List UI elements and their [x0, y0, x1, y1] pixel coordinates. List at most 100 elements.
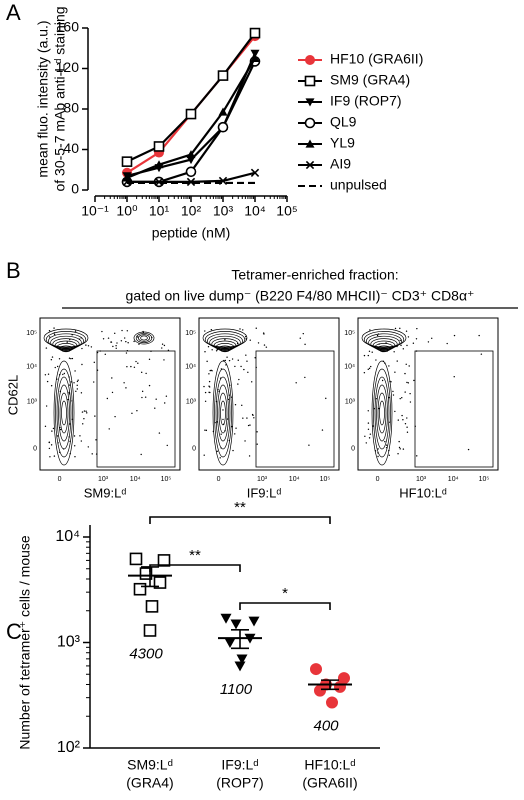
event-dot [69, 384, 71, 386]
event-dot [321, 429, 324, 431]
event-dot [467, 448, 470, 451]
event-dot [73, 382, 75, 384]
event-dot [114, 332, 116, 335]
event-dot [136, 336, 139, 338]
event-dot [161, 343, 164, 345]
event-dot [247, 424, 250, 427]
event-dot [112, 345, 114, 348]
event-dot [237, 383, 239, 385]
event-dot [125, 352, 128, 354]
event-dot [116, 342, 118, 344]
marker [250, 168, 260, 177]
event-dot [399, 397, 401, 400]
event-dot [67, 398, 69, 401]
x-tick-label: 10³ [213, 203, 234, 219]
x-tick-sublabel: (ROP7) [216, 775, 263, 791]
contour [59, 392, 69, 434]
event-dot [453, 376, 455, 378]
event-dot [87, 345, 90, 347]
event-dot [242, 417, 244, 419]
event-dot [367, 410, 369, 412]
significance-bracket [149, 564, 241, 572]
event-dot [367, 368, 369, 371]
event-dot [219, 377, 222, 379]
contour [59, 345, 73, 352]
y-tick-label: 40 [63, 140, 79, 156]
event-dot [126, 330, 129, 332]
event-dot [73, 445, 76, 447]
event-dot [219, 457, 221, 459]
event-dot [478, 334, 480, 337]
gate [255, 350, 335, 468]
event-dot [53, 333, 56, 336]
event-dot [48, 447, 51, 450]
event-dot [71, 400, 73, 402]
event-dot [44, 425, 47, 428]
event-dot [207, 346, 210, 348]
x-tick-label: 10⁻¹ [81, 203, 109, 219]
event-dot [245, 338, 247, 340]
event-dot [47, 373, 50, 375]
event-dot [242, 329, 244, 331]
event-dot [204, 330, 206, 332]
marker [314, 684, 326, 697]
y-tick-label: 10⁴ [185, 363, 196, 370]
contour [218, 392, 228, 434]
marker [186, 150, 196, 159]
legend-label: unpulsed [330, 177, 387, 193]
event-dot [69, 339, 71, 341]
contour [374, 376, 390, 450]
marker [143, 624, 157, 637]
event-dot [205, 429, 208, 432]
marker [185, 166, 197, 178]
event-dot [231, 425, 233, 428]
event-dot [373, 407, 375, 410]
contour [140, 335, 148, 341]
marker [236, 654, 248, 665]
marker [153, 576, 167, 589]
event-dot [388, 365, 390, 367]
event-dot [427, 341, 430, 343]
event-dot [224, 346, 226, 349]
contour [211, 338, 239, 350]
contour [213, 340, 237, 351]
event-dot [215, 350, 218, 352]
legend-marker [304, 117, 316, 129]
event-dot [226, 356, 228, 358]
event-dot [406, 417, 408, 419]
event-dot [401, 414, 403, 417]
event-dot [44, 374, 47, 376]
event-dot [372, 425, 374, 427]
marker [249, 27, 261, 39]
event-dot [104, 353, 106, 356]
event-dot [325, 397, 327, 400]
event-dot [204, 391, 207, 394]
event-dot [246, 417, 248, 419]
event-dot [405, 330, 408, 332]
event-dot [400, 344, 402, 347]
event-dot [59, 426, 61, 429]
event-dot [377, 333, 380, 335]
event-dot [392, 394, 395, 396]
y-tick-label: 10⁵ [26, 330, 37, 337]
event-dot [406, 344, 408, 347]
event-dot [299, 337, 301, 339]
event-dot [48, 441, 50, 444]
x-tick-sublabel: (GRA4) [126, 775, 173, 791]
event-dot [222, 418, 224, 421]
x-axis-label: peptide (nM) [152, 225, 231, 241]
event-dot [115, 347, 117, 350]
event-dot [82, 423, 84, 425]
event-dot [414, 425, 416, 427]
marker [185, 108, 197, 120]
event-dot [304, 376, 306, 379]
event-dot [218, 390, 220, 393]
event-dot [367, 354, 370, 357]
y-tick-label: 0 [351, 446, 355, 453]
event-dot [401, 397, 403, 399]
y-tick-label: 10⁵ [185, 330, 196, 337]
event-dot [377, 452, 379, 454]
marker [186, 177, 196, 187]
event-dot [125, 340, 127, 343]
significance-bracket [149, 516, 331, 524]
